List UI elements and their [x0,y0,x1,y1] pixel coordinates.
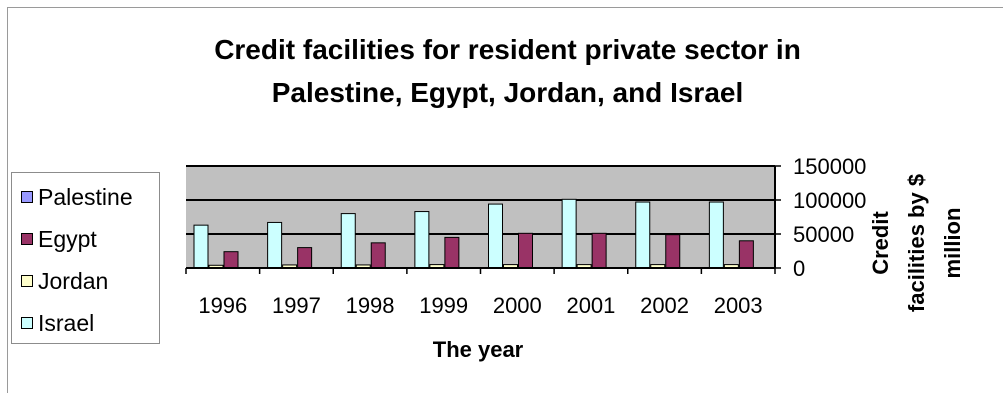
bar-israel-1999 [414,211,430,269]
bar-israel-2001 [561,198,577,269]
x-axis-label: The year [432,337,524,362]
legend-item-jordan: Jordan [21,268,108,294]
bar-israel-2003 [708,201,724,269]
bar-egypt-2001 [591,232,607,269]
y-tick-label-150000: 150000 [793,154,866,179]
x-tick-label-1996: 1996 [198,293,247,318]
x-tick-label-2000: 2000 [493,293,542,318]
legend-swatch-palestine [21,191,33,203]
chart-frame [7,7,1003,393]
chart-title-line-1: Credit facilities for resident private s… [214,34,801,65]
bar-israel-1998 [340,213,356,269]
legend-swatch-egypt [21,233,33,245]
x-tick-label-1998: 1998 [346,293,395,318]
bar-egypt-1997 [297,247,313,269]
y-tick-label-0: 0 [793,256,805,281]
y-axis-label-line-1: Credit [868,211,893,275]
bar-israel-1996 [193,224,209,269]
legend-item-israel: Israel [21,310,94,336]
legend-label-palestine: Palestine [38,183,133,210]
bar-israel-2002 [635,201,651,269]
y-axis-label-line-3: million [940,207,965,279]
x-tick-label-2002: 2002 [640,293,689,318]
x-tick-label-2003: 2003 [714,293,763,318]
legend-item-palestine: Palestine [21,184,133,210]
legend: Palestine Egypt Jordan Israel [11,172,160,344]
bar-egypt-2000 [518,232,533,269]
x-tick-label-1999: 1999 [419,293,468,318]
legend-label-israel: Israel [38,309,95,336]
bar-egypt-2002 [665,234,681,269]
x-tick-label-2001: 2001 [566,293,615,318]
legend-item-egypt: Egypt [21,226,97,252]
y-axis-label-line-2: facilities by $ [904,173,929,313]
y-tick-label-50000: 50000 [793,222,854,247]
bar-israel-2000 [488,203,503,269]
y-axis-label: Credit facilities by $ million [863,174,971,312]
legend-swatch-jordan [21,275,33,287]
chart-title: Credit facilities for resident private s… [120,28,895,114]
legend-swatch-israel [21,317,33,329]
x-tick-label-1997: 1997 [272,293,321,318]
bar-israel-1997 [267,221,283,269]
bar-egypt-1999 [444,236,460,269]
legend-label-jordan: Jordan [38,267,109,294]
y-tick-label-100000: 100000 [793,188,866,213]
bar-egypt-1998 [370,242,386,269]
chart-title-line-2: Palestine, Egypt, Jordan, and Israel [271,77,744,108]
bar-egypt-1996 [223,251,239,269]
legend-label-egypt: Egypt [38,225,97,252]
bar-egypt-2003 [738,240,754,269]
